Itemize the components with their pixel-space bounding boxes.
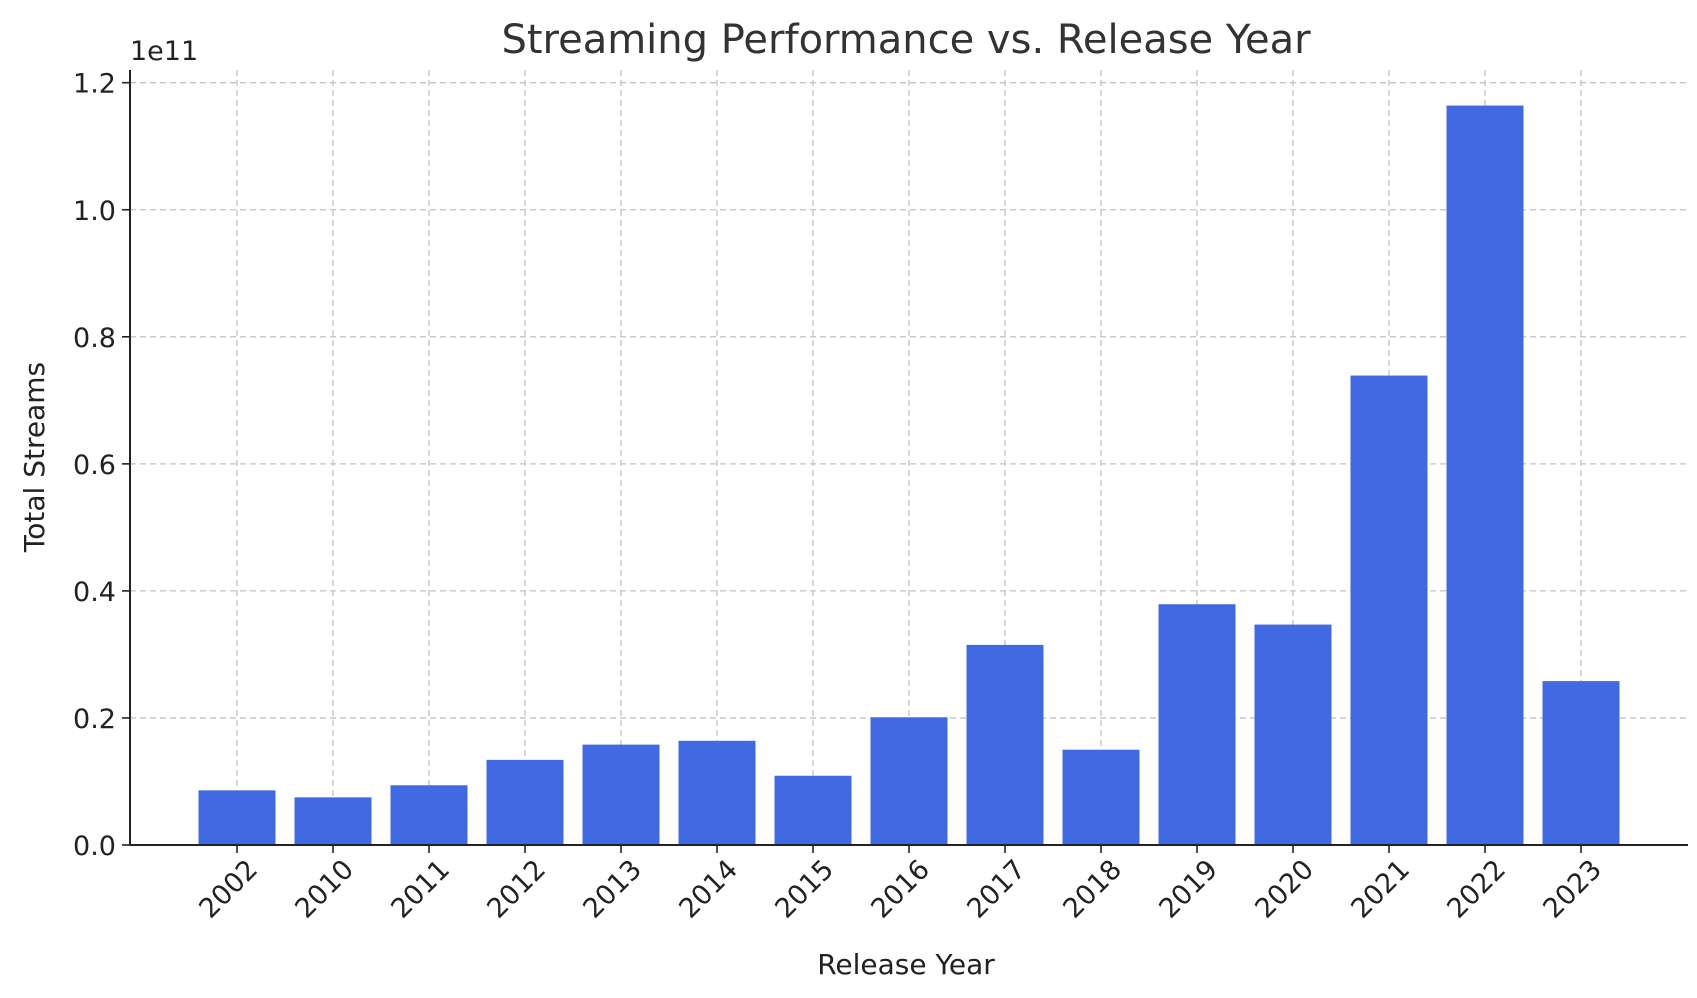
- y-tick-label: 0.6: [73, 450, 116, 481]
- bar-2002: [198, 790, 276, 845]
- bar-2016: [870, 717, 948, 845]
- axes: [122, 70, 1688, 853]
- x-tick-label: 2016: [865, 854, 936, 925]
- x-tick-label: 2014: [673, 854, 744, 925]
- bar-2019: [1158, 604, 1236, 845]
- x-tick-label: 2021: [1345, 854, 1416, 925]
- x-tick-label: 2013: [577, 854, 648, 925]
- x-tick-label: 2023: [1537, 854, 1608, 925]
- bar-2017: [966, 644, 1044, 845]
- x-axis-label: Release Year: [817, 948, 995, 981]
- x-tick-label: 2002: [193, 854, 264, 925]
- x-tick-label: 2012: [481, 854, 552, 925]
- bar-2015: [774, 775, 852, 845]
- bar-2013: [582, 744, 660, 845]
- y-tick-label: 1.0: [73, 196, 116, 227]
- y-axis-label: Total Streams: [18, 362, 51, 553]
- bar-2021: [1350, 375, 1428, 845]
- bar-2018: [1062, 749, 1140, 845]
- bar-2020: [1254, 624, 1332, 845]
- y-tick-label: 0.0: [73, 831, 116, 862]
- bar-2023: [1542, 681, 1620, 845]
- bar-2010: [294, 797, 372, 845]
- y-tick-label: 1.2: [73, 69, 116, 100]
- x-tick-label: 2022: [1441, 854, 1512, 925]
- bar-2022: [1446, 105, 1524, 845]
- y-axis-offset-label: 1e11: [130, 36, 198, 67]
- x-tick-label: 2015: [769, 854, 840, 925]
- x-tick-label: 2018: [1057, 854, 1128, 925]
- bars: [198, 105, 1620, 845]
- bar-2011: [390, 785, 468, 845]
- x-tick-label: 2019: [1153, 854, 1224, 925]
- x-tick-label: 2011: [385, 854, 456, 925]
- y-tick-label: 0.4: [73, 577, 116, 608]
- chart-title: Streaming Performance vs. Release Year: [501, 17, 1311, 63]
- y-tick-label: 0.8: [73, 323, 116, 354]
- y-tick-label: 0.2: [73, 704, 116, 735]
- x-tick-label: 2010: [289, 854, 360, 925]
- bar-2014: [678, 740, 756, 845]
- x-tick-label: 2020: [1249, 854, 1320, 925]
- x-tick-label: 2017: [961, 854, 1032, 925]
- bar-2012: [486, 759, 564, 845]
